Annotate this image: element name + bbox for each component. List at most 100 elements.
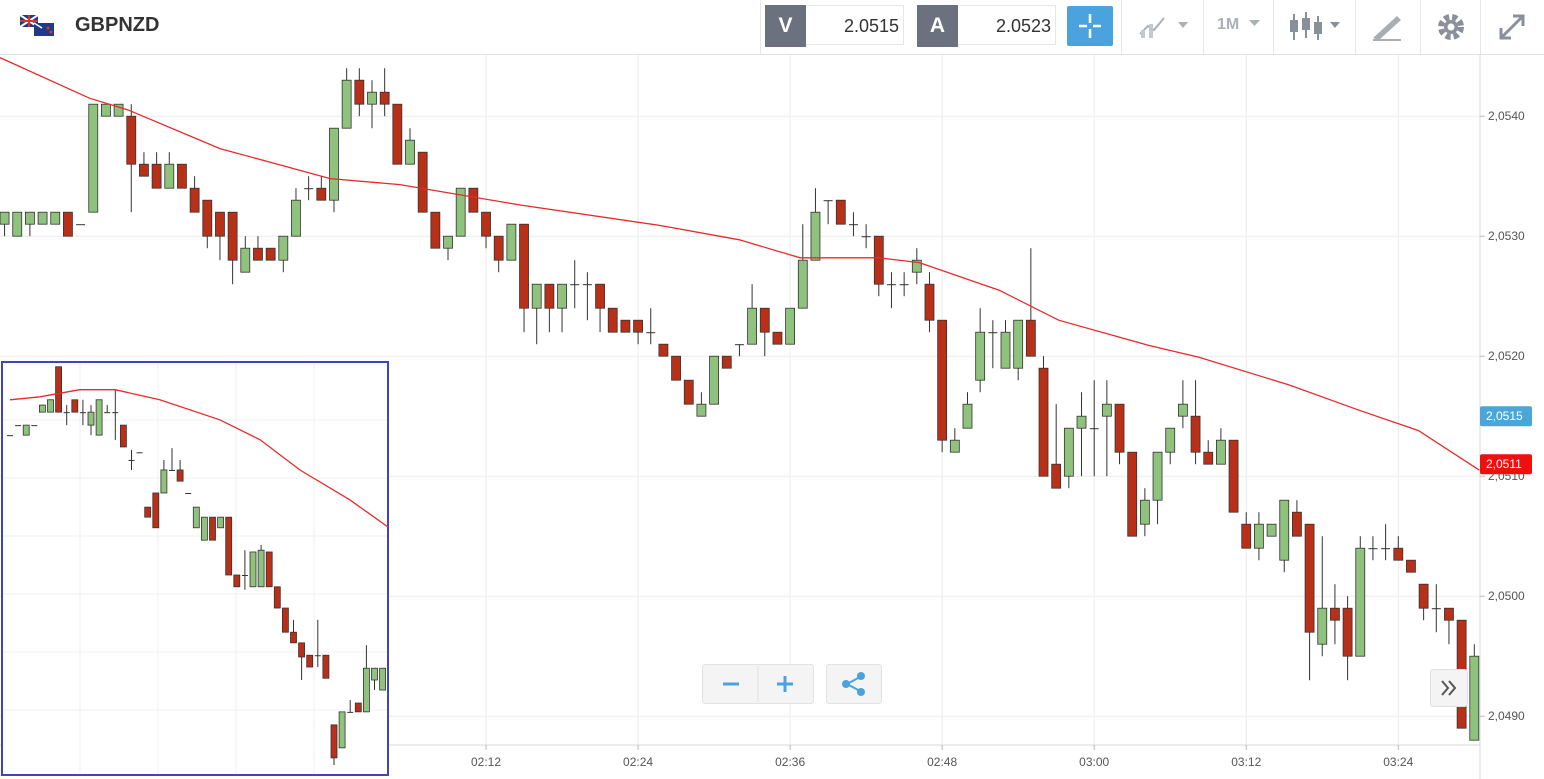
candle-body [1431,608,1441,610]
candle-body [379,667,387,691]
candle-body [76,224,86,226]
candle-body [1190,415,1201,453]
candle-body [595,283,605,309]
candle-body [347,711,354,713]
candle-body [1013,319,1024,369]
sell-label[interactable]: V [765,5,806,47]
candle-body [1469,655,1480,741]
candle-body [709,355,719,405]
candle-body [531,283,542,309]
candle-body [1444,607,1454,621]
buy-price[interactable]: 2.0523 [958,5,1056,45]
x-tick-label: 02:24 [623,755,653,769]
candle-body [265,247,276,261]
candle-body [1266,523,1277,537]
candle-body [949,439,960,453]
candle-body [362,667,370,713]
y-tick-label: 2,0530 [1488,229,1525,243]
chart-type-button[interactable] [1136,12,1196,42]
candle-body [39,404,46,413]
x-tick-label: 03:00 [1079,755,1109,769]
candle-body [1127,451,1138,537]
crosshair-button[interactable] [1067,6,1113,46]
scroll-right-button[interactable] [1430,669,1468,707]
candle-body [1355,547,1366,657]
candle-body [797,259,808,309]
separator [1480,0,1481,54]
candle-body [101,103,111,117]
zoom-in-button[interactable] [777,676,793,692]
price-tag [1480,454,1532,475]
candle-body [937,319,948,441]
candle-body [233,574,241,588]
candle-body [202,199,213,237]
separator [1121,0,1122,54]
x-tick-label: 03:12 [1231,755,1261,769]
candle-body [63,412,70,414]
candle-body [1203,451,1214,465]
buy-label[interactable]: A [917,5,958,47]
candle-body [1292,511,1302,537]
candle-body [734,344,744,346]
drawing-tool-button[interactable] [1371,12,1405,42]
candle-body [177,163,187,189]
candle-body [329,127,339,201]
candle-body [620,319,631,333]
y-tick-label: 2,0490 [1488,709,1525,723]
fullscreen-button[interactable] [1497,12,1527,42]
toolbar: GBPNZD V 2.0515 A 2.0523 1M [0,0,1544,55]
candle-body [1368,548,1378,550]
candle-body [1063,427,1074,477]
candle-body [306,654,314,668]
main-chart: 02:12 02:24 02:36 02:48 03:00 03:12 03:24 2,049… [0,55,1532,779]
candle-body [31,425,38,427]
candle-body [696,403,707,417]
candle-body [417,151,428,213]
candle-body [316,187,327,201]
separator [1273,0,1274,54]
candle-body [1101,403,1112,417]
candle-body [169,469,175,471]
zoom-controls [702,664,814,704]
candle-body [104,412,111,414]
candle-body [633,319,643,333]
candle-body [873,235,884,285]
candle-body [671,355,681,381]
candle-body [481,211,491,237]
settings-button[interactable] [1436,12,1466,42]
candle-body [519,223,529,309]
overview-chart [1,361,389,776]
y-tick-label: 2,0540 [1488,109,1525,123]
candle-body [151,163,162,189]
candle-body [886,284,896,286]
price-tag-label: 2,0511 [1486,457,1522,471]
candle-body [120,424,127,448]
candle-body [570,284,580,286]
candle-type-button[interactable] [1288,10,1348,44]
candle-body [241,574,248,576]
share-button[interactable] [826,664,882,704]
sell-price[interactable]: 2.0515 [806,5,904,45]
candle-body [126,115,137,165]
dropdown-arrow [1249,20,1260,26]
candle-body [113,103,124,117]
candle-body [1381,548,1391,550]
price-tag-label: 2,0515 [1486,409,1523,423]
candle-body [330,724,338,759]
candle-body [823,200,833,202]
separator [1355,0,1356,54]
moving-average [9,389,389,528]
candle-body [1177,403,1188,417]
candle-body [1025,319,1036,357]
candle-body [189,187,200,213]
candle-body [392,103,403,165]
candle-body [455,187,466,237]
timeframe[interactable]: 1M [1217,16,1240,33]
candle-body [759,307,770,333]
candle-body [304,188,314,190]
candle-body [1139,499,1150,525]
candle-body [1114,403,1125,453]
candle-body [1165,427,1176,453]
